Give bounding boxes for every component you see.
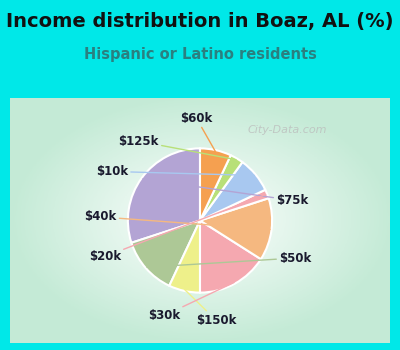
Text: $125k: $125k <box>118 135 236 160</box>
Text: $10k: $10k <box>96 165 254 178</box>
Wedge shape <box>200 148 231 220</box>
Wedge shape <box>132 220 200 286</box>
Text: Income distribution in Boaz, AL (%): Income distribution in Boaz, AL (%) <box>6 12 394 30</box>
Wedge shape <box>200 190 268 220</box>
Text: $75k: $75k <box>143 179 308 207</box>
Wedge shape <box>128 148 200 243</box>
Wedge shape <box>169 220 200 293</box>
Wedge shape <box>200 220 261 293</box>
Text: $20k: $20k <box>89 195 266 263</box>
Text: $40k: $40k <box>84 210 270 229</box>
Text: $150k: $150k <box>184 289 236 327</box>
Text: Hispanic or Latino residents: Hispanic or Latino residents <box>84 47 316 62</box>
Wedge shape <box>200 155 242 220</box>
Text: City-Data.com: City-Data.com <box>248 125 327 135</box>
Text: $60k: $60k <box>180 112 216 152</box>
Text: $50k: $50k <box>147 252 311 267</box>
Wedge shape <box>200 198 272 259</box>
Wedge shape <box>200 162 265 220</box>
Text: $30k: $30k <box>148 282 234 322</box>
